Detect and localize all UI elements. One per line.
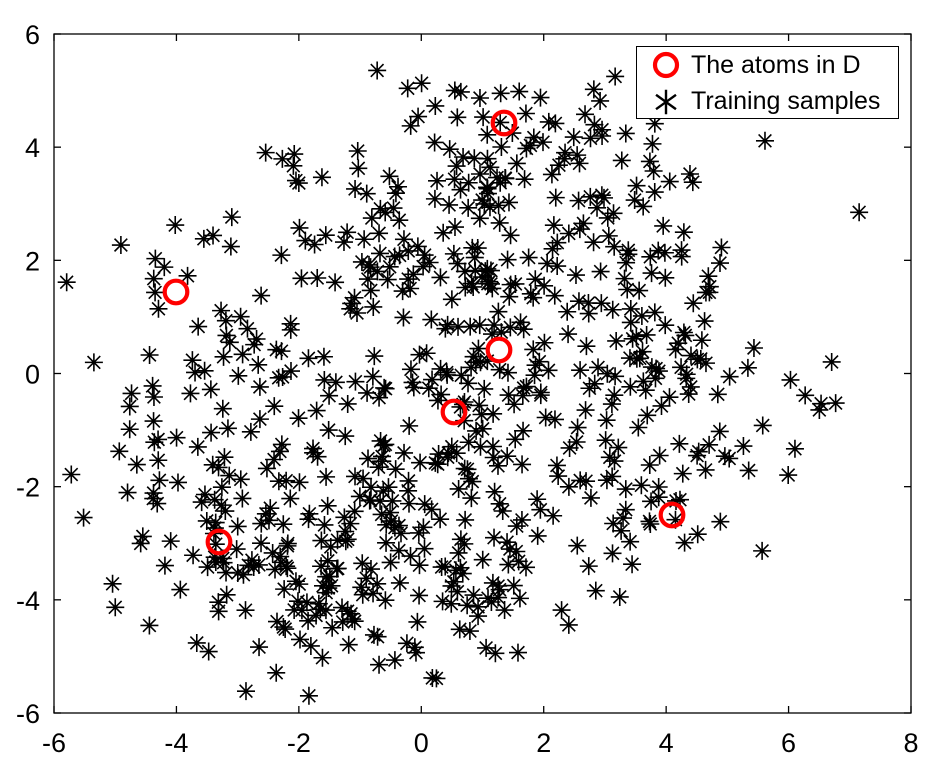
svg-text:2: 2 <box>25 246 40 276</box>
svg-text:4: 4 <box>659 728 674 758</box>
svg-text:4: 4 <box>25 133 40 163</box>
svg-text:-2: -2 <box>287 728 311 758</box>
svg-text:-2: -2 <box>16 473 40 503</box>
svg-text:-6: -6 <box>42 728 66 758</box>
svg-text:0: 0 <box>25 360 40 390</box>
svg-text:-4: -4 <box>16 586 40 616</box>
svg-text:0: 0 <box>414 728 429 758</box>
svg-text:8: 8 <box>903 728 918 758</box>
svg-text:-6: -6 <box>16 699 40 729</box>
svg-text:6: 6 <box>781 728 796 758</box>
svg-text:-4: -4 <box>164 728 188 758</box>
svg-text:2: 2 <box>536 728 551 758</box>
svg-text:6: 6 <box>25 20 40 50</box>
